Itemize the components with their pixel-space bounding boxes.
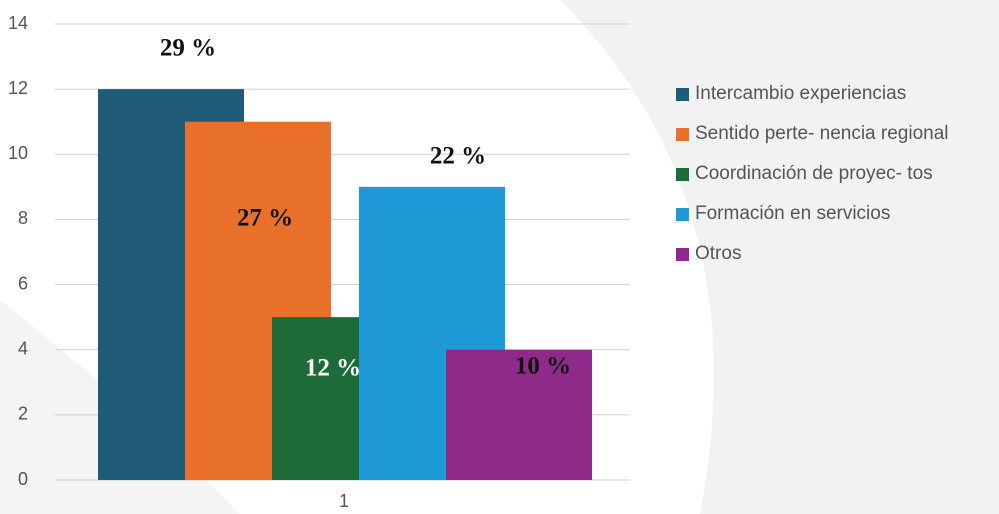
legend-entry: Sentido perte- nencia regional [676, 118, 994, 150]
y-tick-label: 8 [18, 208, 28, 228]
legend-swatch [676, 208, 689, 221]
legend-entry: Formación en servicios [676, 198, 994, 230]
y-tick-label: 4 [18, 338, 28, 358]
legend-entry: Intercambio experiencias [676, 78, 994, 110]
y-tick-label: 2 [18, 404, 28, 424]
y-tick-label: 0 [18, 469, 28, 489]
y-tick-label: 10 [8, 143, 28, 163]
annotation: 27 % [237, 205, 293, 232]
legend-label: Sentido perte- nencia regional [695, 123, 949, 144]
legend-swatch [676, 248, 689, 261]
y-tick-label: 14 [8, 13, 28, 33]
y-tick-label: 6 [18, 273, 28, 293]
legend-label: Intercambio experiencias [695, 83, 907, 104]
legend-entry: Coordinación de proyec- tos [676, 158, 994, 190]
x-tick-label: 1 [339, 491, 349, 511]
y-tick-label: 12 [8, 78, 28, 98]
bar [446, 349, 592, 480]
annotation: 29 % [160, 35, 216, 62]
legend-swatch [676, 168, 689, 181]
legend-swatch [676, 88, 689, 101]
annotation: 10 % [515, 353, 571, 380]
background-shape [560, 0, 999, 514]
legend-label: Coordinación de proyec- tos [695, 163, 933, 184]
annotation: 12 % [305, 355, 361, 382]
legend: Intercambio experiencias Sentido perte- n… [676, 78, 994, 278]
legend-swatch [676, 128, 689, 141]
legend-label: Formación en servicios [695, 203, 891, 224]
legend-label: Otros [695, 243, 742, 264]
legend-entry: Otros [676, 238, 994, 270]
annotation: 22 % [430, 143, 486, 170]
